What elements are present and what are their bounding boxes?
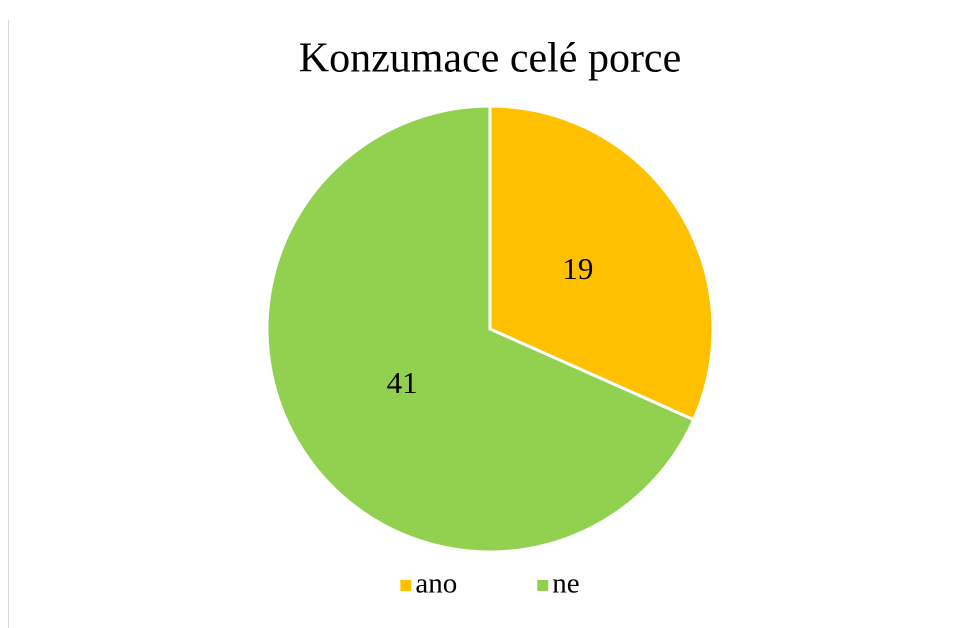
- legend-swatch: [537, 580, 549, 591]
- legend-label: ne: [552, 568, 579, 600]
- data-label: 41: [387, 365, 418, 400]
- legend-label: ano: [415, 568, 457, 600]
- legend-swatch: [400, 580, 412, 591]
- pie-slice: [265, 104, 696, 554]
- pie-slice: [488, 104, 715, 422]
- chart-title: Konzumace celé porce: [299, 36, 681, 82]
- data-label: 19: [562, 251, 593, 286]
